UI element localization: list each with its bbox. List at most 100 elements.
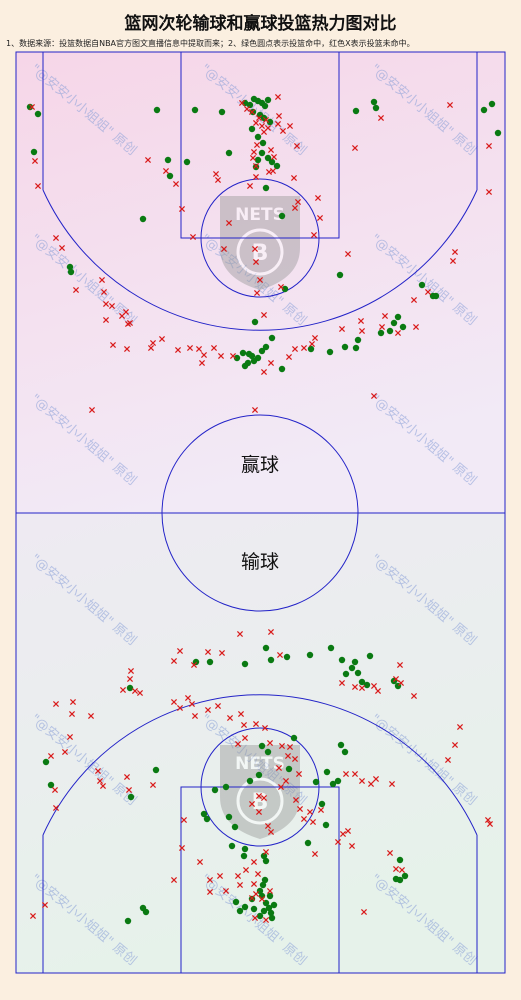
missed-shot-x: [351, 770, 359, 778]
missed-shot-x: [334, 838, 342, 846]
made-shot-dot: [370, 98, 378, 106]
missed-shot-x: [178, 205, 186, 213]
made-shot-dot: [432, 292, 440, 300]
missed-shot-x: [214, 176, 222, 184]
made-shot-dot: [396, 856, 404, 864]
missed-shot-x: [102, 300, 110, 308]
made-shot-dot: [354, 669, 362, 677]
missed-shot-x: [136, 689, 144, 697]
missed-shot-x: [246, 182, 254, 190]
missed-shot-x: [290, 174, 298, 182]
missed-shot-x: [186, 344, 194, 352]
made-shot-dot: [358, 678, 366, 686]
missed-shot-x: [275, 112, 283, 120]
made-shot-dot: [258, 347, 266, 355]
missed-shot-x: [260, 128, 268, 136]
missed-shot-x: [189, 233, 197, 241]
made-shot-dot: [352, 344, 360, 352]
made-shot-dot: [265, 904, 273, 912]
missed-shot-x: [372, 775, 380, 783]
shot-marks: [26, 93, 502, 925]
made-shot-dot: [268, 914, 276, 922]
top-free-throw-circle: [200, 178, 320, 298]
missed-shot-x: [217, 352, 225, 360]
missed-shot-x: [180, 816, 188, 824]
missed-shot-x: [296, 805, 304, 813]
missed-shot-x: [162, 167, 170, 175]
missed-shot-x: [444, 756, 452, 764]
win-half-label: 赢球: [241, 454, 279, 476]
missed-shot-x: [204, 648, 212, 656]
missed-shot-x: [412, 323, 420, 331]
missed-shot-x: [253, 141, 261, 149]
made-shot-dot: [47, 781, 55, 789]
made-shot-dot: [239, 349, 247, 357]
missed-shot-x: [252, 119, 260, 127]
missed-shot-x: [446, 101, 454, 109]
missed-shot-x: [66, 733, 74, 741]
data-source-note: 1、数据来源：投篮数据自NBA官方图文直播信息中提取而来；2、绿色圆点表示投篮命…: [6, 39, 415, 48]
missed-shot-x: [127, 667, 135, 675]
missed-shot-x: [258, 895, 266, 903]
made-shot-dot: [248, 895, 256, 903]
missed-shot-x: [314, 194, 322, 202]
bottom-paint: [180, 786, 340, 974]
missed-shot-x: [188, 700, 196, 708]
missed-shot-x: [291, 345, 299, 353]
missed-shot-x: [394, 329, 402, 337]
missed-shot-x: [279, 127, 287, 135]
missed-shot-x: [248, 108, 256, 116]
missed-shot-x: [292, 796, 300, 804]
missed-shot-x: [348, 842, 356, 850]
made-shot-dot: [241, 845, 249, 853]
made-shot-dot: [250, 905, 258, 913]
made-shot-dot: [218, 108, 226, 116]
made-shot-dot: [200, 810, 208, 818]
missed-shot-x: [172, 180, 180, 188]
missed-shot-x: [278, 742, 286, 750]
missed-shot-x: [88, 406, 96, 414]
made-shot-dot: [203, 815, 211, 823]
missed-shot-x: [300, 344, 308, 352]
missed-shot-x: [216, 872, 224, 880]
made-shot-dot: [250, 357, 258, 365]
missed-shot-x: [338, 325, 346, 333]
missed-shot-x: [222, 887, 230, 895]
made-shot-dot: [401, 872, 409, 880]
missed-shot-x: [451, 248, 459, 256]
made-shot-dot: [166, 172, 174, 180]
missed-shot-x: [178, 844, 186, 852]
made-shot-dot: [241, 362, 249, 370]
missed-shot-x: [294, 198, 302, 206]
missed-shot-x: [72, 286, 80, 294]
missed-shot-x: [190, 661, 198, 669]
missed-shot-x: [351, 683, 359, 691]
svg-text:B: B: [252, 790, 269, 815]
missed-shot-x: [238, 99, 246, 107]
missed-shot-x: [170, 657, 178, 665]
missed-shot-x: [274, 93, 282, 101]
made-shot-dot: [327, 644, 335, 652]
made-shot-dot: [124, 917, 132, 925]
missed-shot-x: [262, 848, 270, 856]
nets-logo-icon: NETS B: [220, 196, 300, 290]
made-shot-dot: [153, 106, 161, 114]
made-shot-dot: [254, 133, 262, 141]
made-shot-dot: [246, 101, 254, 109]
missed-shot-x: [144, 156, 152, 164]
missed-shot-x: [237, 710, 245, 718]
missed-shot-x: [358, 684, 366, 692]
missed-shot-x: [277, 783, 285, 791]
missed-shot-x: [41, 901, 49, 909]
missed-shot-x: [339, 830, 347, 838]
made-shot-dot: [262, 343, 270, 351]
missed-shot-x: [300, 815, 308, 823]
made-shot-dot: [366, 652, 374, 660]
missed-shot-x: [484, 816, 492, 824]
made-shot-dot: [267, 656, 275, 664]
made-shot-dot: [304, 839, 312, 847]
missed-shot-x: [240, 721, 248, 729]
missed-shot-x: [410, 692, 418, 700]
missed-shot-x: [214, 702, 222, 710]
missed-shot-x: [52, 804, 60, 812]
